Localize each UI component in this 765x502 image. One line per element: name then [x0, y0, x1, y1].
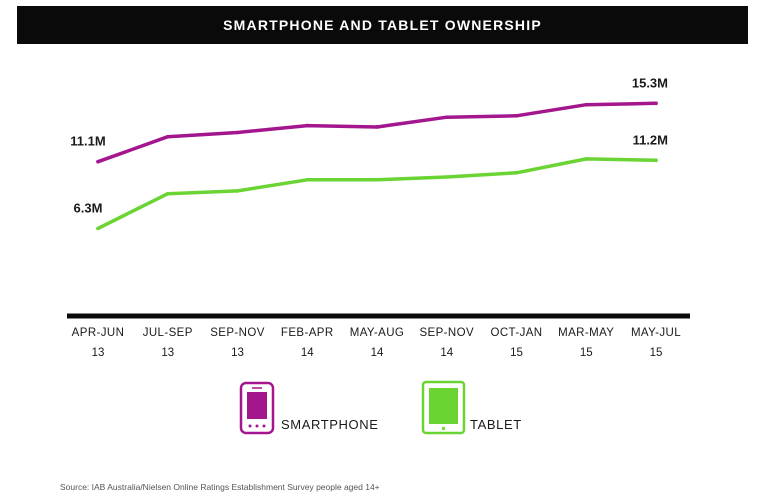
x-tick-label: MAY-JUL: [631, 327, 681, 339]
data-point-tablet: [514, 171, 519, 175]
x-tick-label: FEB-APR: [281, 327, 334, 339]
smartphone-icon: [239, 381, 275, 435]
data-point-smartphone: [654, 101, 658, 106]
data-point-tablet: [584, 157, 589, 161]
x-tick-label-year: 14: [301, 347, 314, 359]
data-point-tablet: [305, 177, 310, 182]
x-tick-label: SEP-NOV: [419, 327, 474, 339]
data-point-smartphone: [514, 114, 519, 118]
data-point-smartphone: [165, 134, 170, 139]
data-point-smartphone: [96, 159, 100, 164]
data-point-tablet: [165, 191, 170, 196]
data-point-smartphone: [235, 130, 240, 135]
legend-label-smartphone: SMARTPHONE: [281, 417, 379, 432]
data-point-smartphone: [444, 115, 449, 120]
data-point-tablet: [235, 189, 240, 193]
x-tick-label-year: 13: [231, 347, 244, 359]
x-tick-label: APR-JUN: [72, 327, 125, 339]
x-tick-label-year: 15: [510, 347, 523, 359]
data-point-tablet: [96, 226, 100, 231]
chart-title: SMARTPHONE AND TABLET OWNERSHIP: [223, 17, 542, 33]
chart-title-bar: SMARTPHONE AND TABLET OWNERSHIP: [17, 6, 748, 44]
data-point-smartphone: [584, 102, 589, 107]
source-note: Source: IAB Australia/Nielsen Online Rat…: [60, 482, 380, 492]
data-label: 11.1M: [70, 134, 105, 149]
data-point-smartphone: [375, 125, 379, 129]
series-line-tablet: [96, 157, 658, 231]
x-tick-label-year: 15: [580, 347, 593, 359]
x-tick-label: MAY-AUG: [350, 327, 405, 339]
data-point-tablet: [375, 177, 379, 182]
legend-label-tablet: TABLET: [470, 417, 522, 432]
x-tick-label: MAR-MAY: [558, 327, 614, 339]
x-tick-label-year: 14: [371, 347, 384, 359]
tablet-icon: [421, 380, 466, 435]
data-label: 6.3M: [74, 200, 103, 215]
x-tick-label-year: 15: [650, 347, 663, 359]
x-tick-label: SEP-NOV: [210, 327, 265, 339]
data-point-tablet: [654, 158, 658, 163]
series-line-smartphone: [96, 101, 658, 164]
data-point-smartphone: [305, 123, 310, 128]
x-tick-label: JUL-SEP: [143, 327, 193, 339]
x-tick-label: OCT-JAN: [491, 327, 543, 339]
data-label: 15.3M: [632, 75, 668, 90]
x-tick-label-year: 13: [92, 347, 105, 359]
data-label: 11.2M: [633, 132, 668, 147]
x-tick-label-year: 14: [440, 347, 453, 359]
data-point-tablet: [444, 175, 449, 179]
x-tick-label-year: 13: [161, 347, 174, 359]
